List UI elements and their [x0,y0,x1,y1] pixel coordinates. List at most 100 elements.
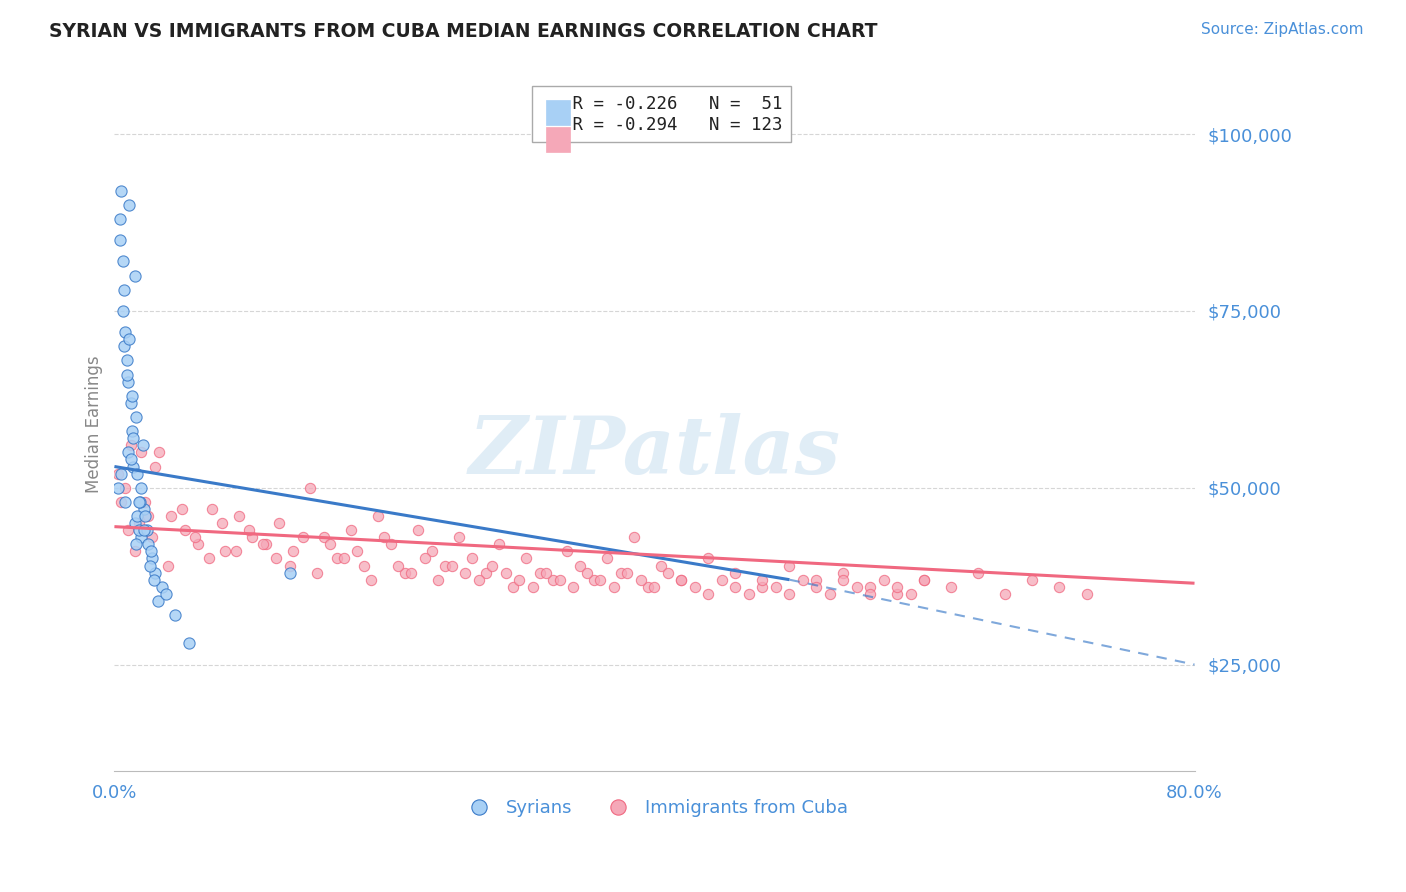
Point [141,551,163,566]
Point [575,566,598,580]
Point [240,530,263,544]
Point [165,608,187,623]
Point [201,502,224,516]
Point [214,544,236,558]
Point [967,566,990,580]
Point [121,389,143,403]
Point [630,573,652,587]
Text: R = -0.226   N =  51
   R = -0.294   N = 123: R = -0.226 N = 51 R = -0.294 N = 123 [541,95,783,134]
Point [333,551,356,566]
Point [724,566,747,580]
Point [135,523,157,537]
Point [108,233,131,247]
Point [339,523,361,537]
Point [434,558,457,573]
Point [529,566,551,580]
Point [139,544,162,558]
Point [914,573,936,587]
Point [387,558,409,573]
Point [319,537,342,551]
Point [114,325,136,339]
Point [1021,573,1043,587]
Point [818,587,841,601]
Point [108,211,131,226]
Point [596,551,619,566]
Text: Source: ZipAtlas.com: Source: ZipAtlas.com [1201,22,1364,37]
Point [170,502,193,516]
Point [120,396,142,410]
Point [128,495,150,509]
Point [131,530,153,544]
Point [643,580,665,594]
Point [671,573,693,587]
Point [481,558,503,573]
Point [1076,587,1098,601]
Point [650,558,672,573]
Text: ZIPatlas: ZIPatlas [468,413,841,491]
Point [184,530,207,544]
Point [413,551,436,566]
Point [173,523,195,537]
Point [488,537,510,551]
Point [107,467,129,481]
Point [765,580,787,594]
Point [269,516,291,530]
Point [198,551,221,566]
Point [121,424,143,438]
Point [886,587,908,601]
Point [312,530,335,544]
Point [112,339,135,353]
Point [125,409,148,424]
Point [440,558,463,573]
Point [873,573,896,587]
Point [122,459,145,474]
Point [143,566,166,580]
Point [111,304,134,318]
Point [160,509,183,524]
Point [157,558,180,573]
Point [346,544,368,558]
Point [132,438,155,452]
Point [128,523,150,537]
Point [353,558,375,573]
Point [177,636,200,650]
Point [454,566,477,580]
Point [373,530,395,544]
Point [117,523,139,537]
Point [138,558,160,573]
Point [461,551,484,566]
Point [292,530,315,544]
Point [914,573,936,587]
Point [401,566,423,580]
Point [118,332,141,346]
Point [148,445,170,459]
Point [1049,580,1071,594]
Point [380,537,402,551]
Point [117,375,139,389]
Point [582,573,605,587]
Point [211,516,233,530]
Point [132,523,155,537]
Point [143,459,166,474]
Point [859,580,882,594]
Point [751,580,773,594]
Point [228,509,250,524]
Point [806,580,828,594]
Point [238,523,260,537]
Point [603,580,626,594]
Point [536,566,558,580]
Point [548,573,571,587]
Text: SYRIAN VS IMMIGRANTS FROM CUBA MEDIAN EARNINGS CORRELATION CHART: SYRIAN VS IMMIGRANTS FROM CUBA MEDIAN EA… [49,22,877,41]
Point [115,353,138,368]
Point [278,558,301,573]
Point [806,573,828,587]
Point [120,452,142,467]
Point [367,509,389,524]
Point [751,573,773,587]
Point [114,481,136,495]
Point [508,573,530,587]
Point [112,283,135,297]
Point [859,587,882,601]
Point [150,580,173,594]
Point [515,551,537,566]
